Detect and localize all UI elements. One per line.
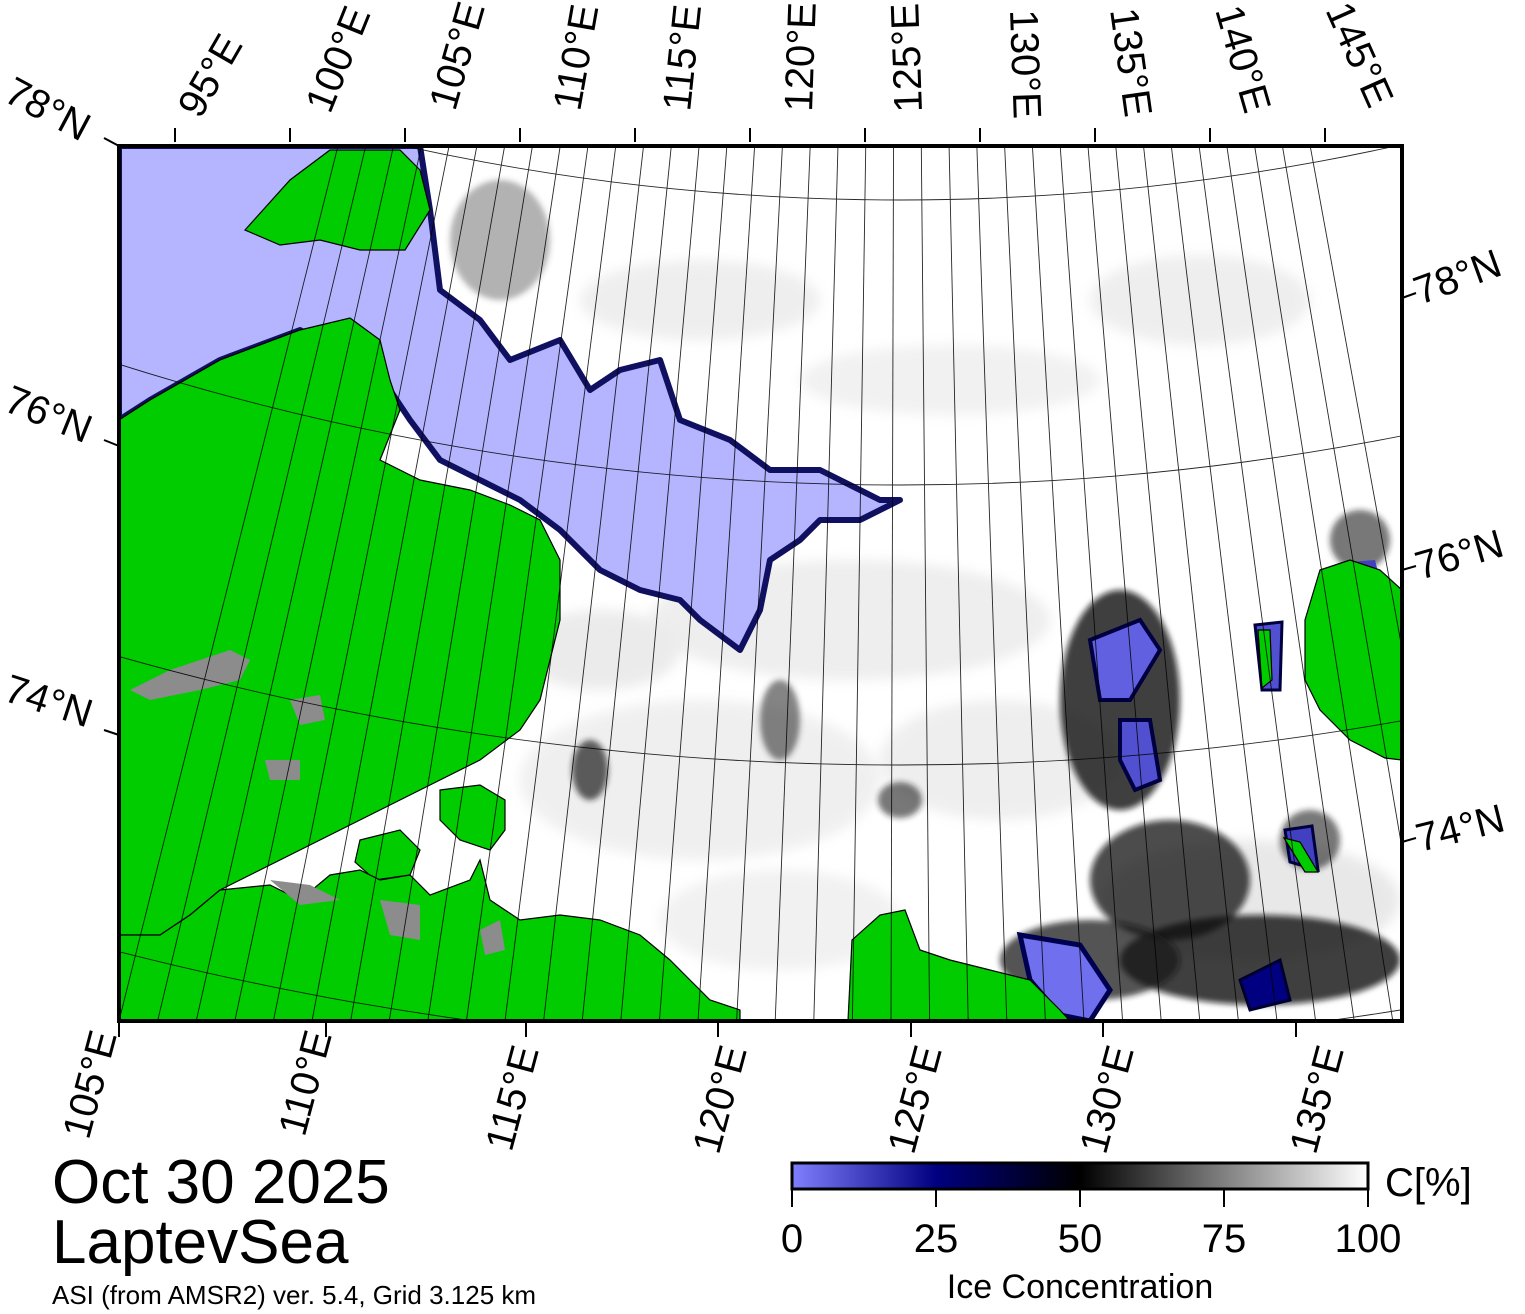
missing-data-areas [130,650,505,955]
bottom-lon-label: 110°E [271,1026,341,1140]
land-kotelny-island [1304,559,1402,761]
meridian-line [920,146,931,1021]
meridian-line [388,146,533,1021]
frame-ticks [118,128,1326,1037]
right-lat-tick [1401,837,1417,843]
meridian-line [1170,146,1278,1021]
left-lat-tick [103,729,120,736]
bottom-lon-label: 105°E [55,1026,126,1143]
left-latitude-labels: 78°N 76°N 74°N [0,69,120,736]
top-lon-label: 115°E [655,2,710,112]
right-lat-label: 74°N [1412,796,1509,860]
colorbar-title: Ice Concentration [947,1268,1214,1306]
meridian-line [1309,146,1402,652]
bottom-longitude-labels: 105°E 110°E 115°E 120°E 125°E 130°E 135°E [55,1026,1353,1158]
meridian-line [504,146,617,1021]
meridian-line [1198,146,1317,1021]
date-title: Oct 30 2025 [52,1148,390,1217]
top-lon-label: 100°E [298,0,380,118]
top-lon-label: 135°E [1101,5,1160,119]
bottom-lon-label: 125°E [880,1041,951,1158]
top-lon-label: 140°E [1206,0,1278,117]
meridian-line [813,146,839,1021]
right-lat-tick [1401,292,1417,299]
graticule [119,146,1402,1021]
colorbar-ticks [791,1189,1369,1207]
meridian-line [311,146,478,1021]
map-frame [117,144,1404,1023]
meridian-line [581,146,672,1021]
bottom-lon-label: 135°E [1282,1041,1353,1158]
left-lat-label: 74°N [0,667,98,736]
meridian-line [697,146,756,1021]
bottom-lon-label: 115°E [478,1041,548,1155]
left-lat-tick [103,439,120,447]
meridian-line [774,146,811,1021]
right-latitude-labels: 78°N 76°N 74°N [1401,242,1509,861]
meridian-line [1281,146,1402,852]
top-lon-label: 110°E [546,1,608,113]
meridian-line [272,146,450,1021]
right-lat-tick [1401,565,1417,571]
top-lon-label: 130°E [1001,9,1049,120]
colorbar: 0 25 50 75 100 C[%] Ice Concentration [781,1161,1472,1306]
colorbar-unit-label: C[%] [1385,1161,1472,1205]
colorbar-tick-100: 100 [1335,1217,1402,1261]
meridian-line [1254,146,1394,1021]
meridian-line [1004,146,1046,1021]
source-note: ASI (from AMSR2) ver. 5.4, Grid 3.125 km [52,1280,537,1310]
top-lon-label: 120°E [777,1,825,112]
bottom-lon-label: 130°E [1072,1041,1143,1158]
meridian-line [350,146,506,1021]
meridian-line [948,146,969,1021]
meridian-line [658,146,728,1021]
top-lon-label: 95°E [170,27,252,124]
right-lat-label: 76°N [1410,522,1508,589]
meridian-line [1115,146,1201,1021]
meridian-line [195,146,394,1021]
left-lat-label: 78°N [0,69,97,150]
right-lat-label: 78°N [1408,242,1507,314]
region-title: LaptevSea [52,1208,349,1277]
meridian-line [543,146,644,1021]
top-lon-label: 145°E [1317,0,1402,114]
meridian-line [736,146,783,1021]
meridian-line [119,146,339,1021]
land-lena-delta [847,909,1071,1021]
land-severnaya-zemlya [243,149,431,251]
top-lon-label: 105°E [421,0,493,114]
bottom-lon-label: 120°E [685,1041,756,1158]
map-panel [119,146,1402,1021]
land-taymyr-peninsula [119,317,561,936]
meridian-line [1087,146,1162,1021]
top-lon-label: 125°E [883,2,931,113]
left-lat-tick [103,137,120,147]
meridian-line [1226,146,1355,1021]
meridian-line [427,146,561,1021]
meridian-line [1059,146,1124,1021]
ice-texture [520,255,1400,970]
meridian-line [620,146,700,1021]
colorbar-tick-75: 75 [1202,1217,1247,1261]
land-masses [119,149,1402,1021]
meridian-line [890,146,894,1021]
left-lat-label: 76°N [0,378,98,452]
land-small-island-1 [1257,629,1273,690]
meridian-line [1143,146,1239,1021]
colorbar-tick-50: 50 [1058,1217,1103,1261]
colorbar-tick-25: 25 [914,1217,959,1261]
meridian-line [465,146,589,1021]
meridian-line [851,146,867,1021]
meridian-line [976,146,1008,1021]
top-longitude-labels: 95°E 100°E 105°E 110°E 115°E 120°E 125°E 130°E 1… [170,0,1402,124]
meridian-line [157,146,367,1021]
colorbar-gradient [790,1161,1370,1191]
meridian-line [234,146,422,1021]
land-siberia-west [119,858,741,1021]
meridian-line [1031,146,1085,1021]
colorbar-tick-0: 0 [781,1217,803,1261]
